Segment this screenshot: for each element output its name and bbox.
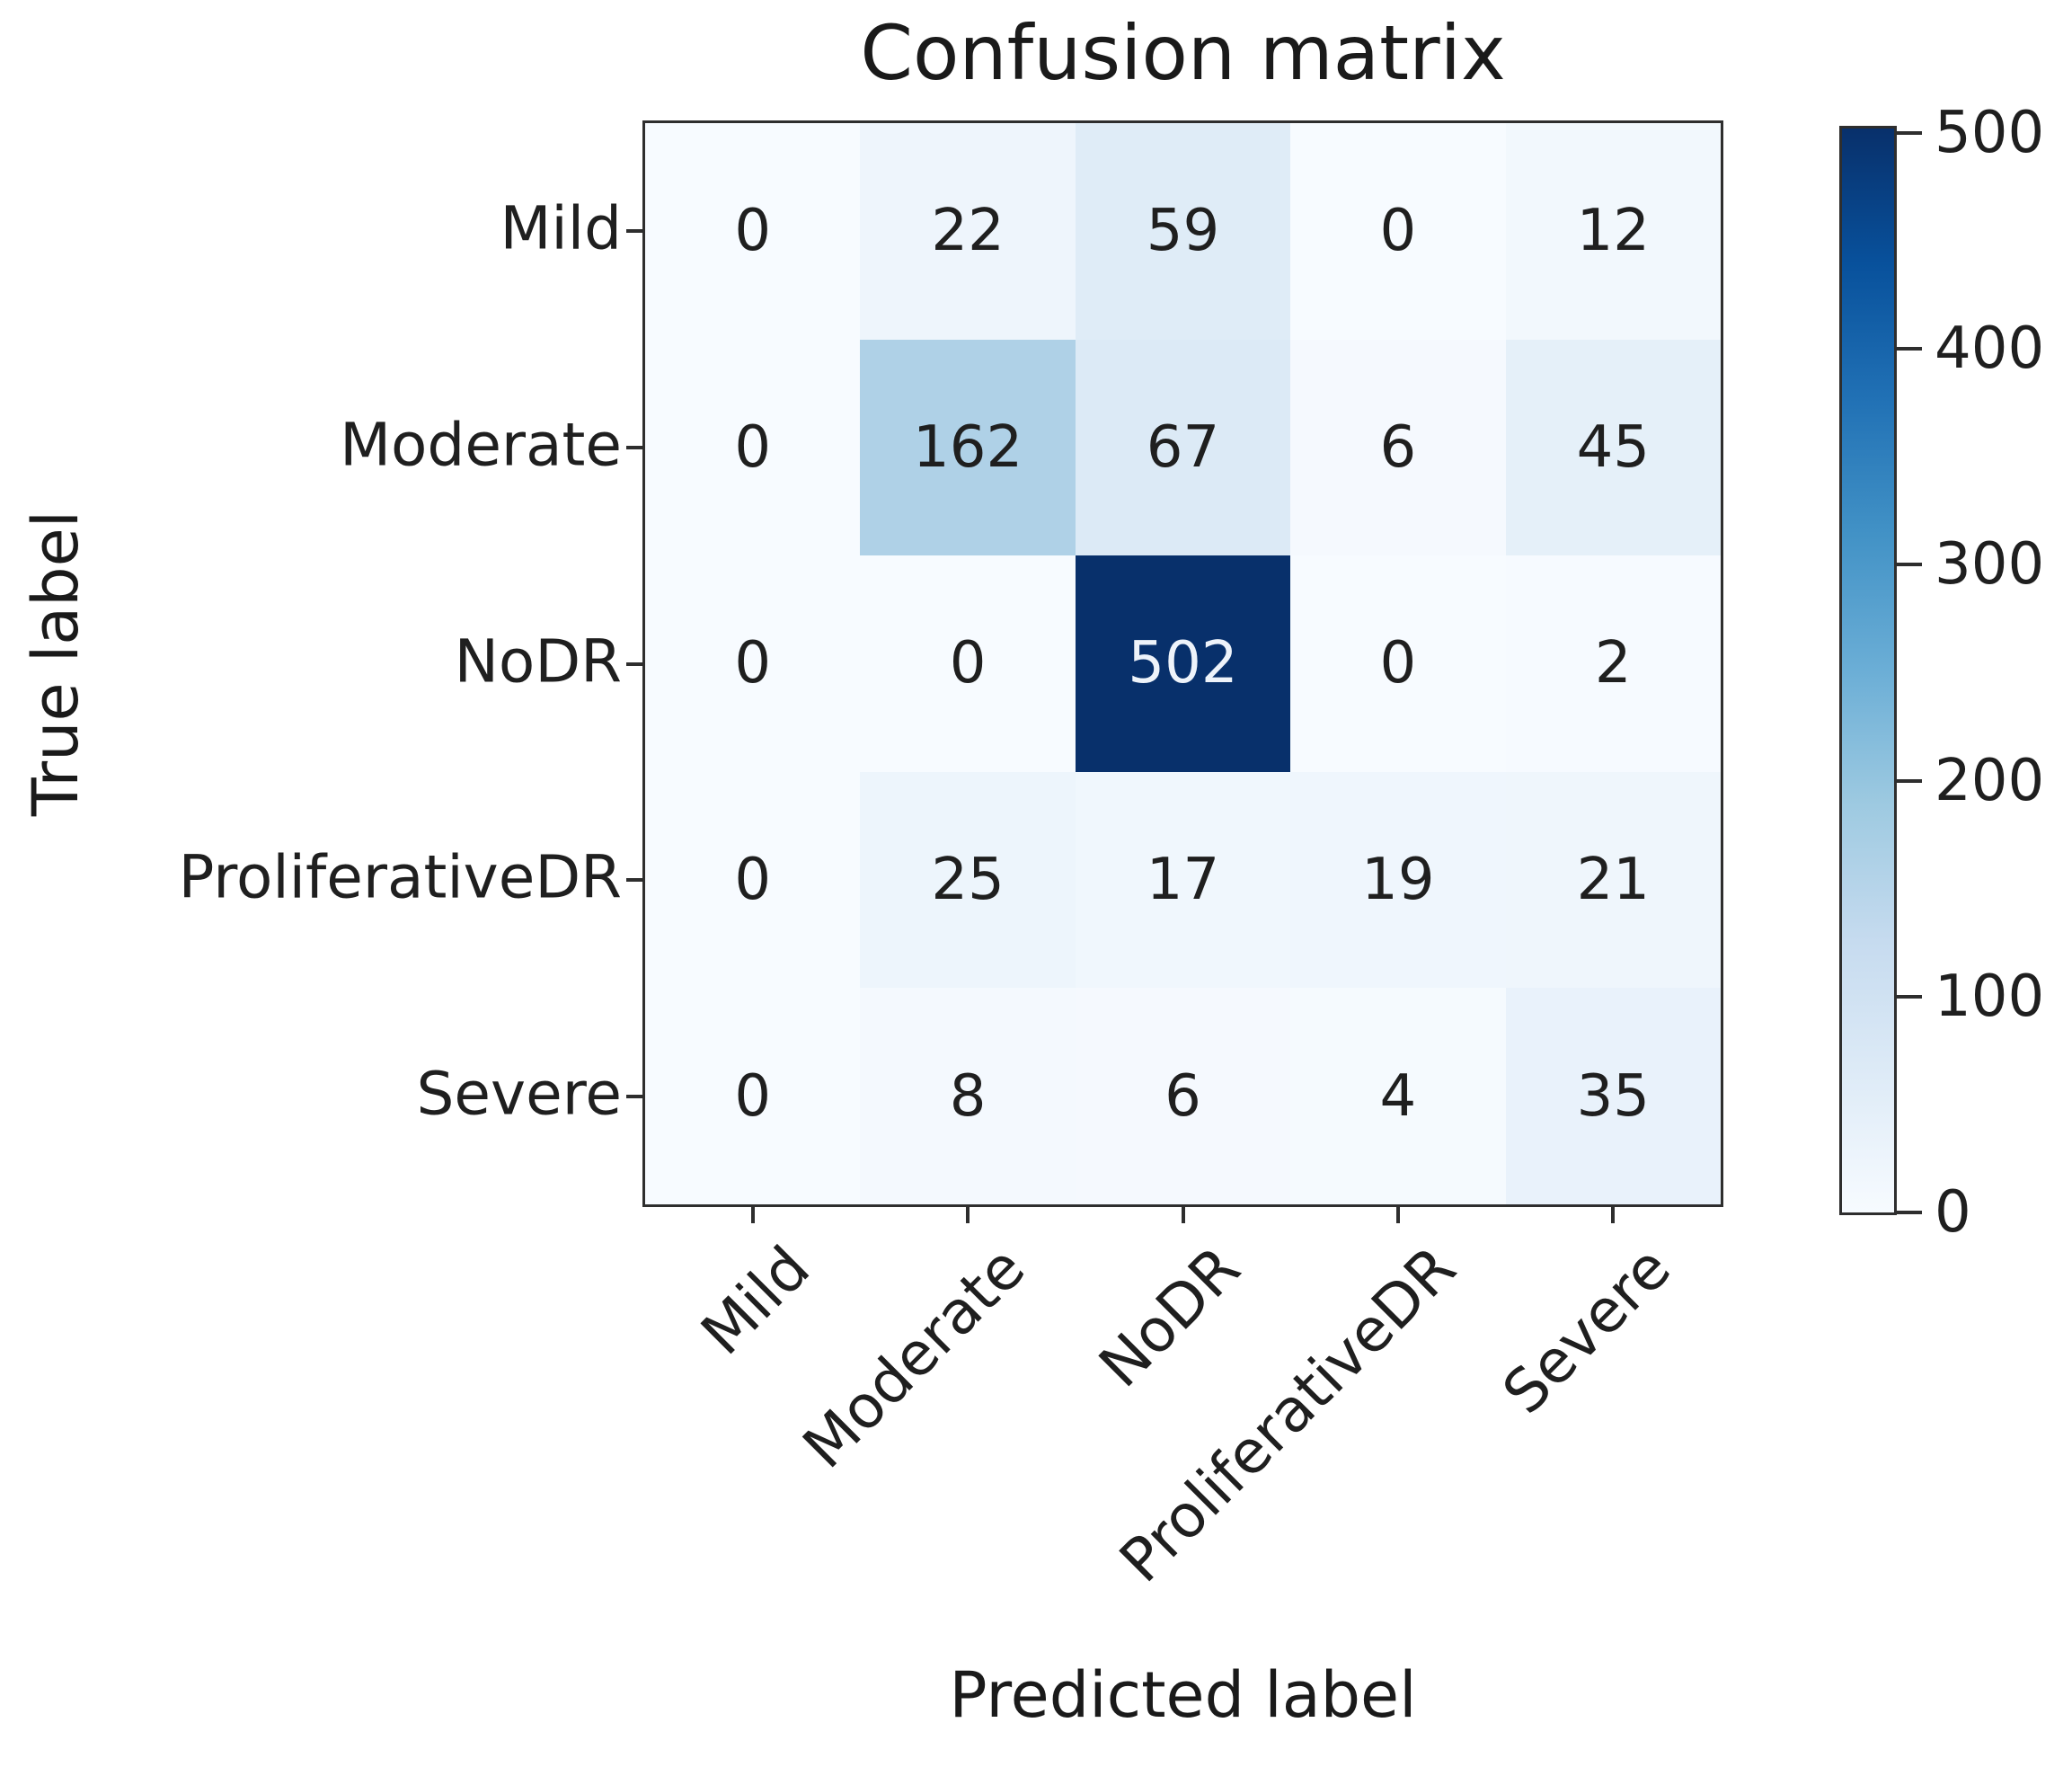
colorbar-tick-label: 500 [1935,99,2045,166]
y-tick-label: NoDR [454,626,622,696]
colorbar-tick-mark [1897,130,1922,135]
matrix-cell: 22 [860,123,1076,340]
heatmap-grid: 0 22 59 0 12 0 162 67 6 45 0 0 502 0 2 0 25 17 19 21 0 8 6 4 35 [645,123,1721,1204]
x-tick-label: Severe [1489,1233,1684,1427]
matrix-cell: 8 [860,988,1076,1204]
matrix-cell: 2 [1505,555,1721,772]
y-tick-mark [626,445,642,449]
matrix-cell: 12 [1505,123,1721,340]
matrix-cell: 0 [1290,555,1506,772]
matrix-cell: 0 [645,988,861,1204]
heatmap-plot-area: 0 22 59 0 12 0 162 67 6 45 0 0 502 0 2 0 25 17 19 21 0 8 6 4 35 [642,120,1723,1207]
colorbar-tick-label: 200 [1935,747,2045,814]
x-tick-mark [1611,1207,1616,1223]
y-tick-mark [626,1094,642,1098]
matrix-cell: 17 [1075,771,1291,989]
y-tick-label: Mild [500,193,622,263]
x-tick-mark [966,1207,970,1223]
chart-title: Confusion matrix [860,9,1506,97]
matrix-cell: 0 [645,555,861,772]
x-tick-mark [1395,1207,1400,1223]
x-tick-mark [750,1207,755,1223]
x-tick-label: Mild [687,1233,824,1369]
colorbar [1839,126,1897,1215]
x-axis-title: Predicted label [949,1658,1417,1732]
y-tick-mark [626,878,642,883]
colorbar-tick-label: 100 [1935,963,2045,1030]
y-tick-mark [626,229,642,234]
matrix-cell: 25 [860,771,1076,989]
colorbar-tick-label: 0 [1935,1179,1971,1246]
colorbar-tick-mark [1897,994,1922,999]
matrix-cell: 0 [645,123,861,340]
matrix-cell: 35 [1505,988,1721,1204]
y-tick-label: Moderate [340,410,622,480]
colorbar-tick-mark [1897,1211,1922,1214]
matrix-cell: 6 [1290,339,1506,556]
matrix-cell: 67 [1075,339,1291,556]
colorbar-tick-mark [1897,563,1922,567]
matrix-cell: 0 [1290,123,1506,340]
y-tick-label: ProliferativeDR [178,842,622,912]
x-tick-mark [1181,1207,1185,1223]
matrix-cell: 0 [860,555,1076,772]
x-tick-label: NoDR [1085,1233,1253,1401]
matrix-cell: 502 [1075,555,1291,772]
y-axis-title: True label [19,510,93,817]
y-tick-mark [626,662,642,666]
matrix-cell: 21 [1505,771,1721,989]
matrix-cell: 162 [860,339,1076,556]
matrix-cell: 19 [1290,771,1506,989]
colorbar-tick-label: 300 [1935,531,2045,599]
matrix-cell: 45 [1505,339,1721,556]
colorbar-tick-label: 400 [1935,315,2045,383]
x-tick-label: Moderate [790,1233,1039,1482]
matrix-cell: 0 [645,771,861,989]
matrix-cell: 4 [1290,988,1506,1204]
matrix-cell: 0 [645,339,861,556]
matrix-cell: 6 [1075,988,1291,1204]
colorbar-tick-mark [1897,347,1922,351]
colorbar-tick-mark [1897,778,1922,783]
matrix-cell: 59 [1075,123,1291,340]
y-tick-label: Severe [416,1059,622,1129]
